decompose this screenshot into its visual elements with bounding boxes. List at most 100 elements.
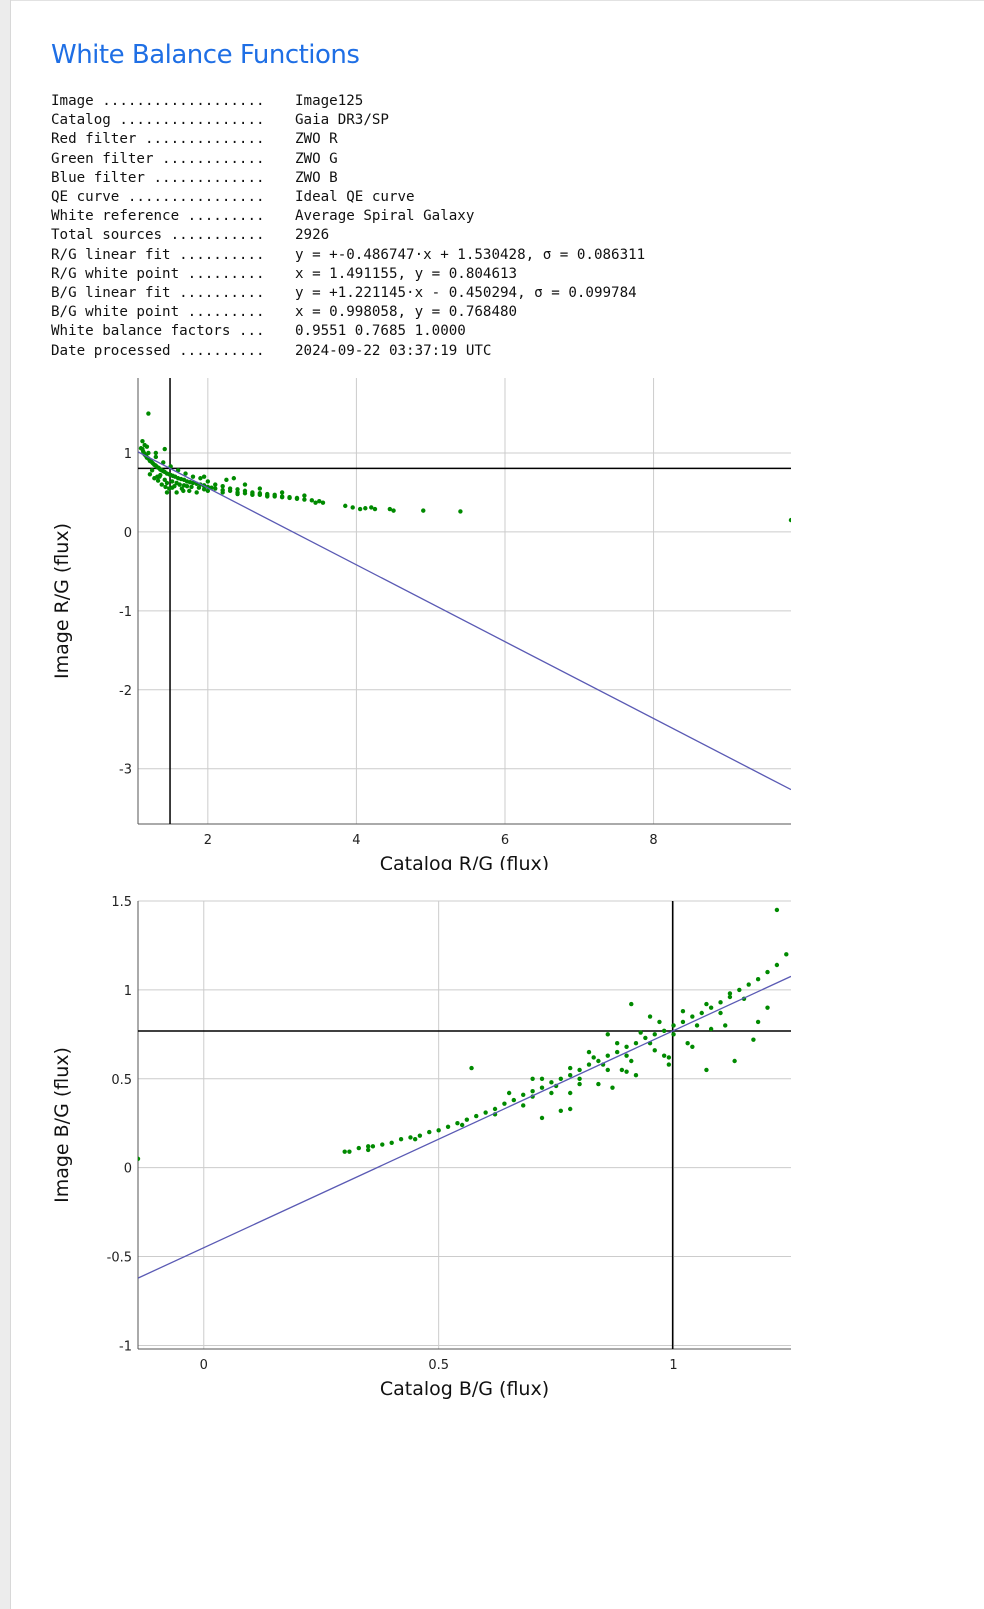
data-point [690, 1014, 695, 1019]
data-point [198, 476, 203, 481]
data-point [183, 471, 188, 476]
data-point [242, 488, 248, 494]
info-row: Blue filter ............. ZWO B [51, 169, 645, 188]
data-point [577, 1076, 582, 1081]
data-point [302, 497, 307, 502]
data-point [624, 1053, 629, 1058]
data-point [146, 411, 151, 416]
data-point [205, 488, 211, 494]
data-point [822, 947, 826, 951]
data-point [605, 1067, 610, 1073]
data-point [629, 1058, 634, 1064]
data-point [201, 474, 207, 479]
data-point [459, 1122, 465, 1128]
data-point [421, 508, 426, 513]
data-point [558, 1076, 564, 1081]
info-row: Date processed .......... 2024-09-22 03:… [51, 342, 645, 361]
x-tick-label: 4 [352, 833, 360, 848]
data-point [850, 925, 854, 929]
data-point [690, 1044, 695, 1049]
data-point [774, 962, 780, 968]
data-point [169, 479, 175, 484]
data-point [302, 493, 307, 498]
data-point [417, 1133, 423, 1138]
data-point [539, 1085, 545, 1090]
data-point [436, 1128, 441, 1133]
info-row: Image ................... Image125 [51, 92, 645, 111]
info-leader: ............. [144, 169, 274, 186]
data-point [380, 1142, 385, 1147]
info-leader: ........... [162, 227, 274, 244]
data-point [671, 1023, 676, 1028]
info-key-cell: QE curve ................ [51, 188, 295, 207]
data-point [458, 509, 463, 514]
data-point [483, 1110, 488, 1115]
data-point [279, 494, 285, 499]
info-key-cell: B/G white point ......... [51, 303, 295, 322]
data-point [412, 1137, 418, 1142]
info-value: Image125 [295, 93, 364, 109]
info-row: B/G linear fit .......... y = +1.221145·… [51, 284, 645, 303]
x-tick-label: 0 [200, 1358, 208, 1373]
info-key-cell: Total sources ........... [51, 226, 295, 245]
data-point [737, 987, 742, 993]
data-point [577, 1081, 582, 1087]
info-key-cell: R/G linear fit .......... [51, 246, 295, 265]
data-point [408, 1135, 413, 1140]
data-point [521, 1092, 526, 1097]
data-point [313, 500, 318, 505]
info-leader: .......... [170, 246, 274, 263]
info-key: B/G white point [51, 304, 180, 321]
info-key: Catalog [51, 112, 111, 129]
info-leader: ................ [119, 189, 274, 206]
info-key: R/G linear fit [51, 246, 171, 263]
info-leader: ................... [93, 93, 274, 109]
data-point [596, 1058, 601, 1064]
data-point [727, 991, 733, 996]
data-point [624, 1044, 629, 1049]
data-point [227, 486, 233, 491]
data-point [666, 1055, 672, 1060]
data-point [265, 494, 270, 499]
data-point [205, 479, 211, 484]
data-point [257, 486, 263, 491]
info-key: R/G white point [51, 265, 180, 282]
data-point [661, 1053, 667, 1058]
data-point [177, 482, 182, 487]
data-point [155, 478, 161, 483]
data-point [365, 1147, 371, 1153]
data-point [220, 483, 225, 489]
data-point [699, 1010, 704, 1016]
info-key-cell: Blue filter ............. [51, 169, 295, 188]
data-point [549, 1090, 554, 1096]
data-point [652, 1032, 657, 1037]
data-point [272, 492, 277, 498]
data-point [190, 480, 196, 486]
info-key-cell: Red filter .............. [51, 130, 295, 149]
data-point [657, 1019, 662, 1025]
x-tick-label: 6 [501, 833, 509, 848]
data-point [144, 444, 150, 449]
info-value: 2024-09-22 03:37:19 UTC [295, 342, 492, 359]
data-point [372, 506, 378, 512]
data-point [184, 483, 190, 489]
data-point [511, 1097, 517, 1103]
data-point [309, 498, 315, 503]
info-value: 2926 [295, 227, 330, 244]
data-point [363, 506, 368, 511]
data-point [755, 1019, 761, 1025]
info-value: x = 1.491155, y = 0.804613 [295, 265, 518, 282]
info-leader: ................. [110, 112, 274, 129]
data-point [765, 969, 770, 975]
data-point [161, 460, 166, 465]
data-point [723, 1023, 728, 1028]
y-axis-label: Image B/G (flux) [51, 1047, 73, 1203]
bg-chart: 0 0.5 1 1.5 1 0.5 0 -0.5 -1 Catalog B/G (flux) Ima… [51, 895, 854, 1400]
data-point [231, 476, 237, 481]
data-point [163, 484, 168, 490]
info-key-cell: R/G white point ......... [51, 265, 295, 284]
data-point [159, 482, 164, 487]
info-row: B/G white point ......... x = 0.998058, … [51, 303, 645, 322]
data-point [633, 1041, 639, 1046]
y-axis-label: Image R/G (flux) [51, 523, 73, 679]
